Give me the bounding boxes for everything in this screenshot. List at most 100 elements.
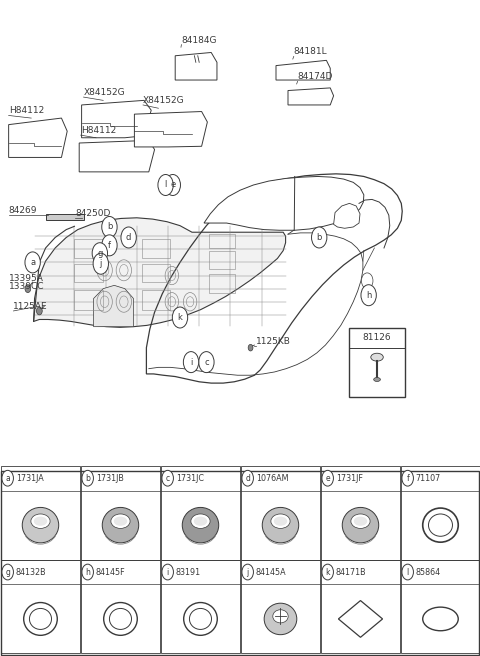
Ellipse shape xyxy=(262,508,299,543)
Text: b: b xyxy=(85,474,90,483)
Ellipse shape xyxy=(271,514,290,529)
Circle shape xyxy=(242,564,253,580)
Circle shape xyxy=(165,174,180,195)
Polygon shape xyxy=(79,140,155,172)
Text: X84152G: X84152G xyxy=(84,88,125,97)
Circle shape xyxy=(162,564,173,580)
Text: i: i xyxy=(190,358,192,367)
Polygon shape xyxy=(34,218,286,327)
Circle shape xyxy=(25,252,40,273)
Circle shape xyxy=(322,564,334,580)
Text: l: l xyxy=(165,180,167,190)
Ellipse shape xyxy=(342,508,379,543)
Ellipse shape xyxy=(34,517,47,526)
Text: f: f xyxy=(406,474,409,483)
Circle shape xyxy=(121,227,136,248)
Circle shape xyxy=(2,564,13,580)
Text: k: k xyxy=(178,313,182,322)
Circle shape xyxy=(82,470,94,486)
Text: d: d xyxy=(126,233,132,242)
Text: 83191: 83191 xyxy=(176,567,201,577)
Text: 84184G: 84184G xyxy=(181,35,217,45)
Circle shape xyxy=(82,564,94,580)
Ellipse shape xyxy=(111,514,130,529)
Text: 1076AM: 1076AM xyxy=(256,474,288,483)
Text: 84132B: 84132B xyxy=(16,567,47,577)
Text: 84145F: 84145F xyxy=(96,567,125,577)
Polygon shape xyxy=(9,118,67,157)
Ellipse shape xyxy=(373,377,380,381)
Circle shape xyxy=(158,174,173,195)
Circle shape xyxy=(402,470,413,486)
Text: 13395A: 13395A xyxy=(9,274,44,283)
Text: 81126: 81126 xyxy=(363,333,391,342)
Circle shape xyxy=(312,227,327,248)
Circle shape xyxy=(242,470,253,486)
Text: 1731JF: 1731JF xyxy=(336,474,363,483)
Text: 84171B: 84171B xyxy=(336,567,366,577)
Text: c: c xyxy=(166,474,170,483)
Polygon shape xyxy=(175,52,217,80)
Text: 84181L: 84181L xyxy=(294,47,327,56)
Circle shape xyxy=(92,243,108,264)
Polygon shape xyxy=(276,60,330,80)
Circle shape xyxy=(36,307,42,315)
Polygon shape xyxy=(82,100,151,138)
Polygon shape xyxy=(288,88,334,105)
FancyBboxPatch shape xyxy=(1,471,479,655)
Ellipse shape xyxy=(114,517,127,526)
Text: X84152G: X84152G xyxy=(143,96,185,105)
Polygon shape xyxy=(204,176,364,230)
Text: 1339CC: 1339CC xyxy=(9,282,44,291)
Circle shape xyxy=(172,307,188,328)
Circle shape xyxy=(183,352,199,373)
Text: 1731JC: 1731JC xyxy=(176,474,204,483)
Text: a: a xyxy=(30,258,35,267)
Polygon shape xyxy=(334,203,360,228)
Text: 1731JB: 1731JB xyxy=(96,474,124,483)
Text: e: e xyxy=(325,474,330,483)
Ellipse shape xyxy=(351,514,370,529)
Text: d: d xyxy=(245,474,250,483)
Text: i: i xyxy=(167,567,169,577)
Circle shape xyxy=(402,564,413,580)
Text: 84269: 84269 xyxy=(9,206,37,215)
Circle shape xyxy=(199,352,214,373)
Text: j: j xyxy=(100,259,102,268)
Circle shape xyxy=(102,216,117,237)
FancyBboxPatch shape xyxy=(46,214,84,220)
Text: e: e xyxy=(170,180,175,190)
Ellipse shape xyxy=(182,508,219,543)
Text: 1125AE: 1125AE xyxy=(13,302,48,311)
FancyBboxPatch shape xyxy=(349,328,405,397)
Text: H84112: H84112 xyxy=(9,106,44,115)
Ellipse shape xyxy=(102,508,139,543)
Text: g: g xyxy=(5,567,10,577)
Polygon shape xyxy=(94,285,133,327)
Text: 84174D: 84174D xyxy=(298,72,333,81)
Text: 84145A: 84145A xyxy=(256,567,287,577)
Circle shape xyxy=(25,285,31,293)
Text: l: l xyxy=(407,567,409,577)
Circle shape xyxy=(93,253,108,274)
Text: b: b xyxy=(107,222,112,232)
Text: k: k xyxy=(325,567,330,577)
Ellipse shape xyxy=(194,517,207,526)
Text: 1731JA: 1731JA xyxy=(16,474,44,483)
Text: a: a xyxy=(5,474,10,483)
Text: h: h xyxy=(85,567,90,577)
Text: 71107: 71107 xyxy=(416,474,441,483)
Text: c: c xyxy=(204,358,209,367)
Ellipse shape xyxy=(264,604,297,635)
Ellipse shape xyxy=(22,508,59,543)
Text: 85864: 85864 xyxy=(416,567,441,577)
Ellipse shape xyxy=(191,514,210,529)
Ellipse shape xyxy=(371,353,383,361)
Circle shape xyxy=(162,470,173,486)
Text: f: f xyxy=(108,241,111,250)
Text: b: b xyxy=(316,233,322,242)
Text: H84112: H84112 xyxy=(81,126,116,135)
Circle shape xyxy=(102,235,117,256)
Circle shape xyxy=(2,470,13,486)
Ellipse shape xyxy=(274,517,287,526)
